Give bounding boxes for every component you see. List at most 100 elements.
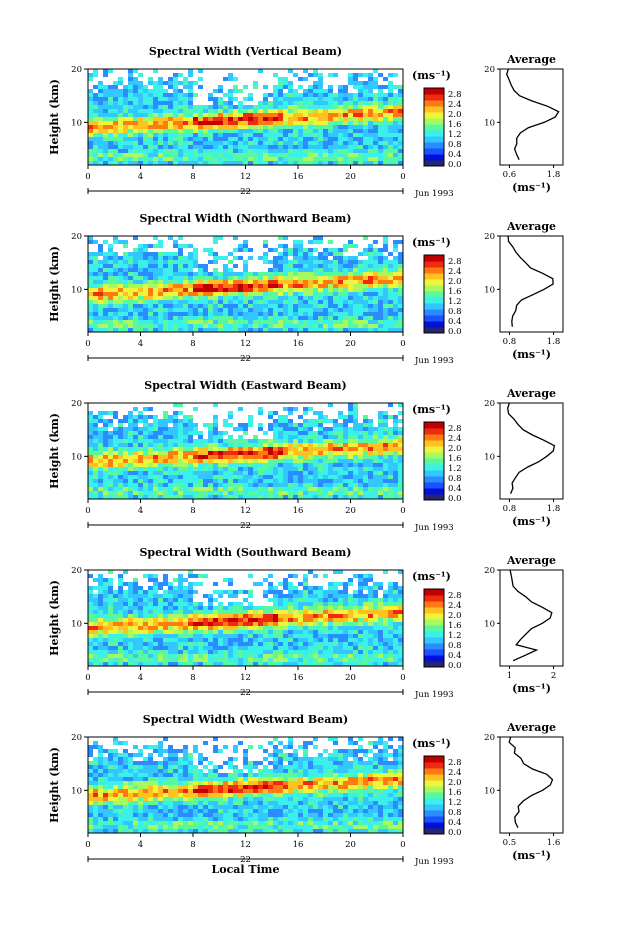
panel-1: Spectral Width (Vertical Beam) 20 10 Height… [48,45,564,199]
colorbar-tick-label: 0.0 [448,160,462,170]
colorbar-tick-label: 1.2 [448,631,462,641]
profile-line [507,235,554,327]
chart-title: Spectral Width (Northward Beam) [140,212,352,225]
profile-line [506,68,560,160]
x-tick-label: 16 [293,172,304,182]
colorbar [423,87,445,167]
colorbar-tick-label: 0.8 [448,474,462,484]
panel-3: Spectral Width (Eastward Beam) 20 10 Height… [48,379,564,533]
x-tick-label: 4 [138,673,143,683]
colorbar-tick-label: 0.0 [448,661,462,671]
colorbar-unit: (ms⁻¹) [412,737,451,750]
profile-y-tick-label: 20 [484,399,495,409]
x-tick-label: 16 [293,506,304,516]
profile-x-tick-label: 0.8 [503,504,517,514]
heatmap-field [88,570,403,666]
profile-y-tick-label: 20 [484,65,495,75]
colorbar-tick-label: 0.8 [448,641,462,651]
colorbar-tick-label: 2.0 [448,611,462,621]
colorbar-tick-label: 0.0 [448,828,462,838]
x-tick-label: 0 [400,673,405,683]
colorbar-tick-label: 1.2 [448,297,462,307]
profile-x-tick-label: 1.6 [547,838,561,848]
x-tick-label: 16 [293,339,304,349]
heatmap-field [88,236,403,332]
date-label: Jun 1993 [414,857,454,867]
colorbar-tick-label: 2.8 [448,424,462,434]
profile-y-tick-label: 20 [484,733,495,743]
x-tick-label: 0 [400,506,405,516]
colorbar-tick-label: 1.2 [448,798,462,808]
x-tick-label: 4 [138,506,143,516]
colorbar-tick-label: 0.4 [448,651,462,661]
colorbar-tick-label: 2.8 [448,90,462,100]
y-tick-label: 10 [71,118,82,128]
colorbar-tick-label: 1.6 [448,621,462,631]
x-tick-label: 4 [138,339,143,349]
date-label: Jun 1993 [414,523,454,533]
x-tick-label: 0 [400,840,405,850]
colorbar-tick-label: 2.0 [448,277,462,287]
chart-title: Spectral Width (Vertical Beam) [149,45,342,58]
day-label: 22 [240,855,251,865]
profile-line [509,569,553,662]
colorbar-tick-label: 0.0 [448,494,462,504]
chart-title: Spectral Width (Southward Beam) [139,546,351,559]
profile-y-tick-label: 20 [484,566,495,576]
profile-y-tick-label: 10 [484,786,495,796]
x-tick-label: 4 [138,172,143,182]
profile-line [508,736,554,828]
y-tick-label: 20 [71,566,82,576]
colorbar-tick-label: 2.8 [448,591,462,601]
y-tick-label: 10 [71,452,82,462]
profile-x-label: (ms⁻¹) [512,515,551,528]
profile-x-tick-label: 1.8 [547,170,561,180]
panel-2: Spectral Width (Northward Beam) 20 10 Heigh… [48,212,564,366]
profile-x-label: (ms⁻¹) [512,181,551,194]
heatmap-field [88,737,403,833]
x-tick-label: 16 [293,673,304,683]
x-tick-label: 12 [240,339,251,349]
profile-x-tick-label: 2 [551,671,556,681]
colorbar-tick-label: 1.6 [448,454,462,464]
day-label: 22 [240,521,251,531]
y-tick-label: 10 [71,619,82,629]
colorbar-tick-label: 2.4 [448,100,462,110]
chart-title: Spectral Width (Eastward Beam) [144,379,346,392]
profile-title: Average [506,721,556,734]
profile-line [507,402,556,494]
colorbar-tick-label: 1.2 [448,464,462,474]
colorbar [423,755,445,835]
y-axis-label: Height (km) [48,246,61,322]
x-tick-label: 0 [85,172,90,182]
profile-title: Average [506,387,556,400]
heatmap-field [88,69,403,165]
y-axis-label: Height (km) [48,747,61,823]
x-tick-label: 20 [345,673,356,683]
profile-title: Average [506,53,556,66]
x-tick-label: 20 [345,840,356,850]
colorbar-tick-label: 2.4 [448,434,462,444]
colorbar-tick-label: 1.6 [448,120,462,130]
date-label: Jun 1993 [414,189,454,199]
colorbar-tick-label: 2.4 [448,601,462,611]
profile-x-tick-label: 1.8 [547,337,561,347]
y-tick-label: 20 [71,232,82,242]
x-tick-label: 16 [293,840,304,850]
x-tick-label: 0 [85,339,90,349]
panel-4: Spectral Width (Southward Beam)2010Heigh… [48,546,564,700]
x-tick-label: 0 [400,172,405,182]
profile-y-tick-label: 10 [484,118,495,128]
colorbar-tick-label: 0.4 [448,484,462,494]
profile-x-tick-label: 1.8 [547,504,561,514]
chart-title: Spectral Width (Westward Beam) [143,713,348,726]
colorbar-tick-label: 0.0 [448,327,462,337]
colorbar-tick-label: 2.8 [448,758,462,768]
colorbar-tick-label: 0.4 [448,317,462,327]
colorbar-unit: (ms⁻¹) [412,403,451,416]
colorbar-tick-label: 2.0 [448,444,462,454]
profile-x-tick-label: 0.6 [503,170,517,180]
profile-x-tick-label: 1 [507,671,512,681]
colorbar-tick-label: 2.4 [448,768,462,778]
